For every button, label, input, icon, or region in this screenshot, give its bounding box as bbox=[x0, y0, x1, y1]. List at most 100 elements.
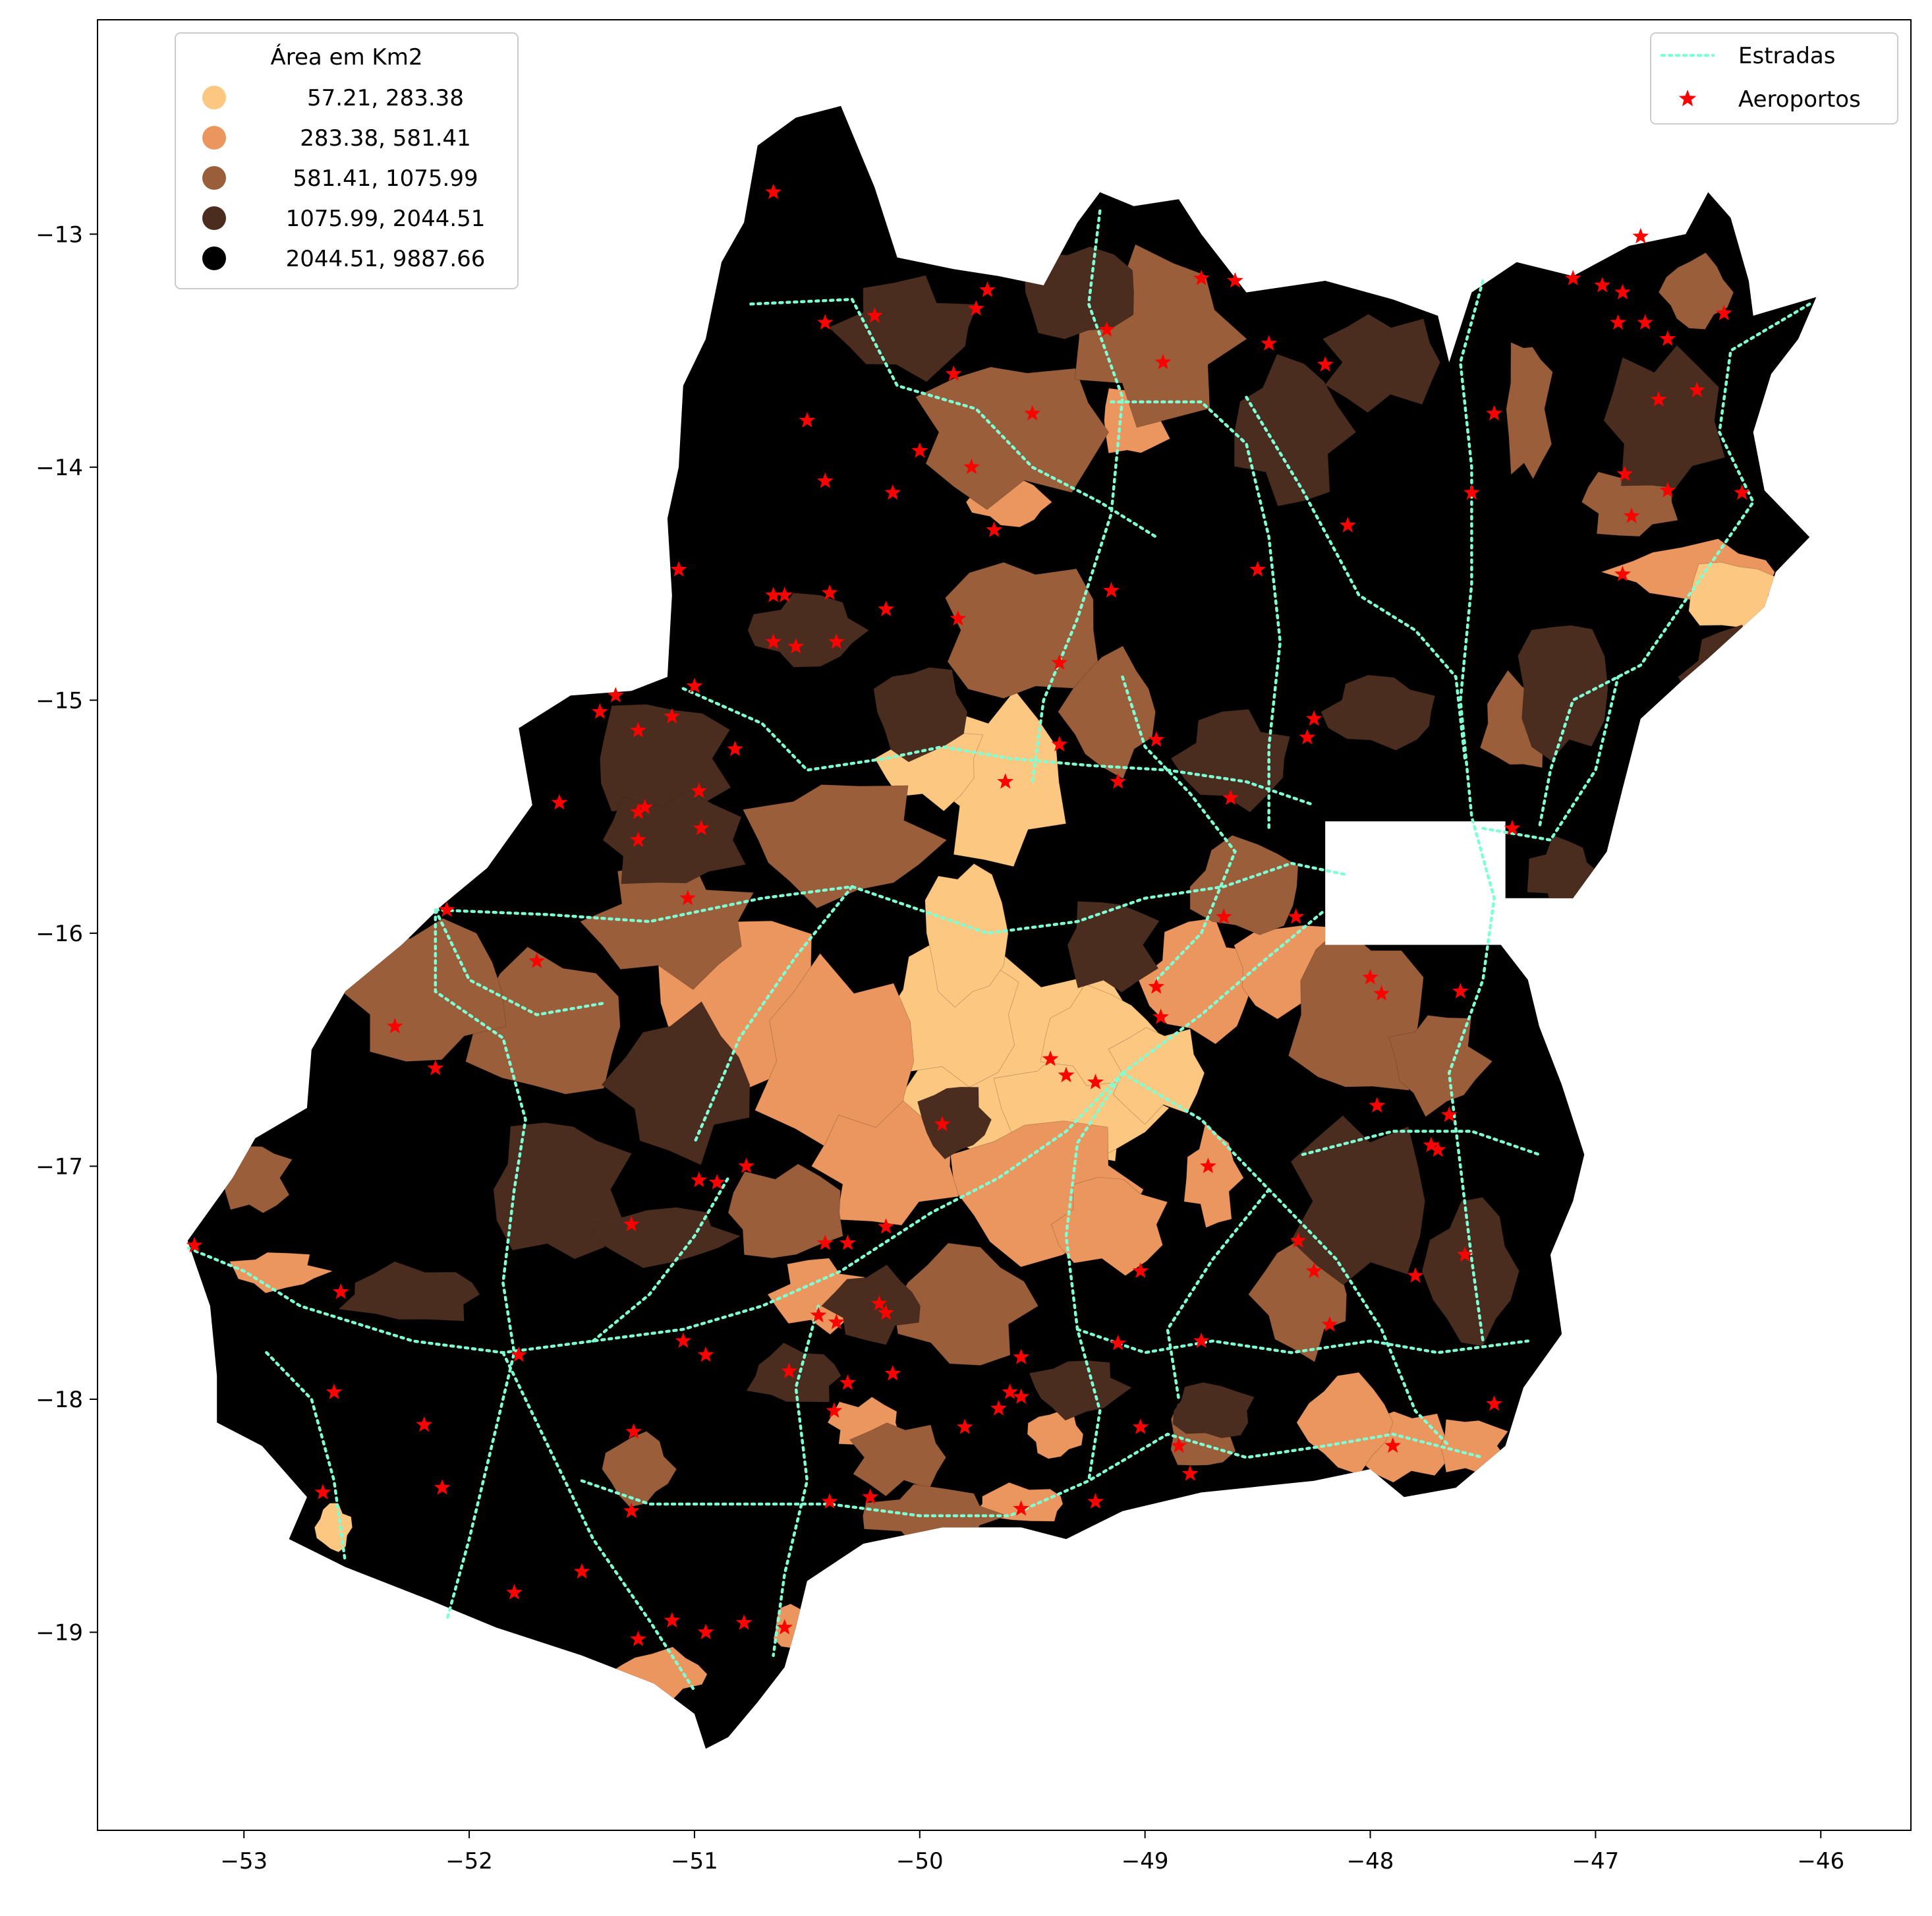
area-legend: Área em Km2 57.21, 283.38 283.38, 581.41 5… bbox=[175, 32, 519, 289]
y-tick-label: −17 bbox=[36, 1153, 83, 1180]
airport-star-icon bbox=[878, 600, 894, 616]
airport-star-icon bbox=[438, 901, 455, 917]
y-tick-label: −19 bbox=[36, 1619, 83, 1646]
airport-star-icon bbox=[828, 1314, 845, 1329]
airport-star-icon bbox=[427, 1059, 444, 1076]
airport-star-icon bbox=[1321, 1316, 1338, 1332]
airport-star-icon bbox=[765, 587, 781, 602]
municipality-region bbox=[1029, 1360, 1132, 1421]
municipality-region bbox=[1518, 625, 1608, 761]
airport-star-icon bbox=[1734, 484, 1750, 500]
airport-star-icon bbox=[1132, 1262, 1149, 1278]
airport-star-icon bbox=[1249, 561, 1266, 577]
airport-star-icon bbox=[911, 442, 928, 458]
airport-star-icon bbox=[506, 1584, 523, 1600]
airport-star-icon bbox=[186, 1236, 203, 1253]
road-line bbox=[749, 297, 1158, 539]
airport-star-icon bbox=[765, 183, 781, 200]
airport-star-icon bbox=[870, 1295, 888, 1311]
airport-legend-star-icon bbox=[1678, 90, 1697, 107]
y-tick-label: −18 bbox=[36, 1387, 83, 1413]
municipality-region bbox=[1322, 314, 1440, 413]
airport-star-icon bbox=[950, 610, 967, 626]
y-tick-label: −16 bbox=[36, 921, 83, 947]
municipality-region bbox=[1172, 1382, 1255, 1439]
airport-star-icon bbox=[1715, 305, 1732, 320]
airport-star-icon bbox=[867, 307, 883, 323]
airport-star-icon bbox=[326, 1383, 343, 1399]
airport-star-icon bbox=[1154, 353, 1172, 370]
municipality-region bbox=[1506, 341, 1553, 480]
airport-star-icon bbox=[934, 1115, 951, 1132]
road-line bbox=[1110, 400, 1282, 830]
airport-star-icon bbox=[623, 1502, 640, 1519]
airport-star-icon bbox=[1024, 405, 1041, 421]
airport-star-icon bbox=[664, 708, 681, 724]
road-line bbox=[580, 1432, 1485, 1517]
area-legend-label: 2044.51, 9887.66 bbox=[286, 246, 486, 272]
airport-star-icon bbox=[1463, 484, 1480, 500]
airport-star-icon bbox=[623, 1215, 640, 1232]
airport-star-icon bbox=[821, 584, 838, 600]
airport-star-icon bbox=[332, 1283, 349, 1299]
y-tick-label: −15 bbox=[36, 687, 83, 714]
airport-star-icon bbox=[1659, 482, 1676, 498]
y-tick-label: −13 bbox=[36, 221, 83, 248]
road-line bbox=[1031, 209, 1124, 784]
airport-star-icon bbox=[816, 314, 834, 330]
airport-star-icon bbox=[1193, 1332, 1210, 1349]
airport-star-icon bbox=[1688, 382, 1705, 397]
airport-star-icon bbox=[1637, 314, 1653, 330]
airport-star-icon bbox=[1042, 1050, 1059, 1066]
x-tick-label: −52 bbox=[445, 1848, 493, 1874]
airport-star-icon bbox=[592, 703, 608, 719]
airport-star-icon bbox=[510, 1346, 527, 1362]
airport-star-icon bbox=[1369, 1097, 1386, 1113]
airport-star-icon bbox=[697, 1346, 714, 1362]
airports-legend-label: Aeroportos bbox=[1738, 86, 1861, 113]
airport-star-icon bbox=[1440, 1106, 1458, 1122]
airport-star-icon bbox=[1456, 1246, 1473, 1262]
airport-star-icon bbox=[691, 782, 708, 798]
airport-star-icon bbox=[735, 1614, 753, 1630]
municipality-region bbox=[1296, 1372, 1394, 1475]
road-line bbox=[265, 1350, 347, 1564]
airport-star-icon bbox=[679, 889, 696, 906]
airport-star-icon bbox=[1290, 1232, 1307, 1248]
airport-star-icon bbox=[884, 1365, 901, 1381]
airport-star-icon bbox=[1148, 731, 1165, 747]
airport-star-icon bbox=[1305, 710, 1322, 726]
road-line bbox=[693, 885, 854, 1145]
road-line bbox=[591, 1176, 730, 1343]
airport-star-icon bbox=[1110, 773, 1126, 789]
airport-star-icon bbox=[675, 1332, 692, 1349]
airport-star-icon bbox=[1305, 1262, 1322, 1278]
airport-star-icon bbox=[828, 633, 845, 649]
airport-star-icon bbox=[963, 458, 980, 475]
municipality-region bbox=[1234, 354, 1357, 507]
roads-layer bbox=[186, 209, 1811, 1693]
y-tick-label: −14 bbox=[36, 455, 83, 481]
airport-star-icon bbox=[625, 1423, 642, 1439]
axes-frame bbox=[97, 19, 1912, 1831]
airport-star-icon bbox=[573, 1563, 590, 1579]
road-line bbox=[681, 687, 1316, 807]
municipality-region bbox=[742, 784, 948, 909]
airport-star-icon bbox=[630, 803, 646, 819]
airport-star-icon bbox=[1013, 1500, 1029, 1516]
airport-star-icon bbox=[1288, 908, 1305, 924]
road-line bbox=[1447, 279, 1496, 1343]
airport-star-icon bbox=[1384, 1437, 1402, 1453]
airport-star-icon bbox=[967, 300, 984, 316]
road-line bbox=[1121, 1071, 1451, 1447]
airport-star-icon bbox=[708, 1174, 725, 1190]
road-line bbox=[434, 908, 606, 1016]
municipality-region bbox=[1067, 901, 1160, 993]
airport-star-icon bbox=[1013, 1388, 1029, 1404]
airport-star-icon bbox=[1623, 508, 1640, 523]
area-legend-swatch bbox=[202, 206, 226, 230]
airport-star-icon bbox=[1423, 1136, 1440, 1153]
airport-star-icon bbox=[884, 484, 901, 500]
airport-star-icon bbox=[630, 1631, 646, 1646]
